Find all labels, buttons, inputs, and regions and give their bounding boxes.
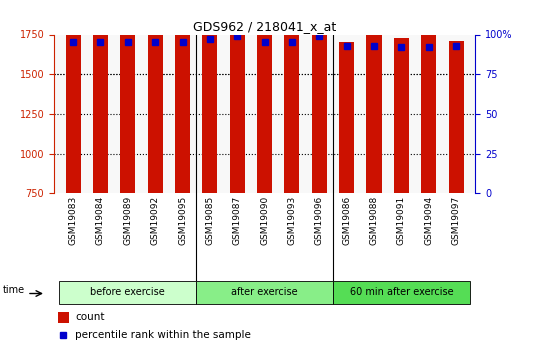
Text: GSM19094: GSM19094 bbox=[424, 196, 433, 245]
Bar bbox=[59, 281, 196, 304]
Bar bbox=[339, 42, 354, 193]
Bar bbox=[367, 22, 382, 193]
Text: before exercise: before exercise bbox=[91, 287, 165, 297]
Text: GSM19088: GSM19088 bbox=[369, 196, 379, 245]
Text: GSM19093: GSM19093 bbox=[287, 196, 296, 245]
Bar bbox=[421, 30, 436, 193]
Text: GSM19090: GSM19090 bbox=[260, 196, 269, 245]
Text: percentile rank within the sample: percentile rank within the sample bbox=[75, 330, 251, 339]
Text: GSM19083: GSM19083 bbox=[69, 196, 78, 245]
Text: GSM19092: GSM19092 bbox=[151, 196, 160, 245]
Text: GSM19095: GSM19095 bbox=[178, 196, 187, 245]
Bar bbox=[120, 11, 136, 193]
Bar bbox=[285, 0, 300, 193]
Text: GSM19084: GSM19084 bbox=[96, 196, 105, 245]
Text: GSM19085: GSM19085 bbox=[205, 196, 214, 245]
Text: GSM19086: GSM19086 bbox=[342, 196, 351, 245]
Bar bbox=[312, 0, 327, 193]
Bar bbox=[58, 312, 69, 323]
Bar bbox=[394, 38, 409, 193]
Bar bbox=[257, 0, 272, 193]
Text: GSM19097: GSM19097 bbox=[451, 196, 461, 245]
Bar bbox=[93, 25, 108, 193]
Bar bbox=[66, 34, 80, 193]
Text: after exercise: after exercise bbox=[231, 287, 298, 297]
Text: GSM19096: GSM19096 bbox=[315, 196, 324, 245]
Text: time: time bbox=[3, 285, 25, 295]
Bar bbox=[333, 281, 470, 304]
Bar bbox=[230, 0, 245, 193]
Title: GDS962 / 218041_x_at: GDS962 / 218041_x_at bbox=[193, 20, 336, 33]
Text: 60 min after exercise: 60 min after exercise bbox=[349, 287, 453, 297]
Bar bbox=[175, 28, 190, 193]
Text: count: count bbox=[75, 313, 105, 322]
Bar bbox=[202, 0, 218, 193]
Text: GSM19089: GSM19089 bbox=[123, 196, 132, 245]
Bar bbox=[449, 41, 463, 193]
Text: GSM19091: GSM19091 bbox=[397, 196, 406, 245]
Text: GSM19087: GSM19087 bbox=[233, 196, 242, 245]
Bar bbox=[196, 281, 333, 304]
Bar bbox=[147, 0, 163, 193]
